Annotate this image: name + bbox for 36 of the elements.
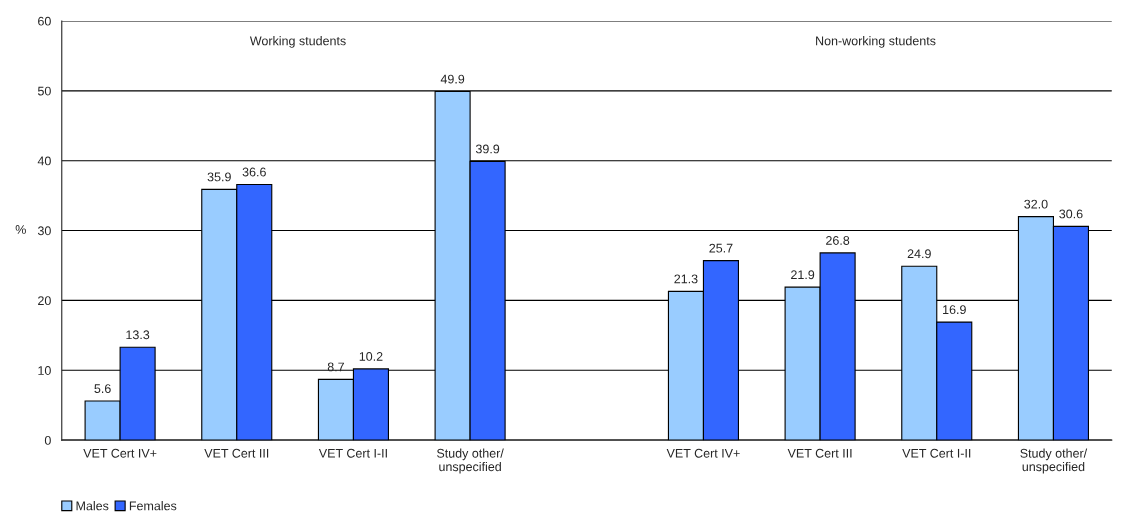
x-tick-label: VET Cert IV+ bbox=[83, 448, 157, 458]
y-tick-label: 30 bbox=[37, 226, 51, 236]
data-label: 16.9 bbox=[943, 305, 966, 315]
data-label: 32.0 bbox=[1024, 199, 1048, 209]
data-label: 24.9 bbox=[907, 249, 931, 259]
x-tick-label: VET Cert I-II bbox=[902, 448, 971, 458]
data-label: 30.6 bbox=[1059, 209, 1083, 219]
data-label: 5.6 bbox=[94, 384, 111, 394]
y-tick-label: 0 bbox=[44, 435, 51, 445]
x-tick-label: Study other/ unspecified bbox=[1020, 448, 1088, 474]
x-tick-label: VET Cert I-II bbox=[318, 448, 387, 458]
data-label: 25.7 bbox=[709, 243, 733, 253]
y-tick-label: 40 bbox=[37, 156, 51, 166]
x-tick-label: VET Cert IV+ bbox=[666, 448, 740, 458]
data-label: 35.9 bbox=[207, 172, 231, 182]
y-tick-label: 60 bbox=[38, 16, 51, 26]
data-label: 10.2 bbox=[359, 352, 383, 361]
annotation: Working students bbox=[249, 36, 346, 48]
data-label: 21.3 bbox=[674, 274, 698, 284]
data-label: 13.3 bbox=[126, 330, 150, 340]
x-tick-label: VET Cert III bbox=[204, 448, 269, 458]
legend-label: Males bbox=[76, 501, 109, 511]
y-axis-title: % bbox=[15, 225, 26, 234]
y-tick-label: 20 bbox=[38, 296, 51, 306]
y-tick-label: 50 bbox=[37, 86, 51, 96]
data-label: 49.9 bbox=[440, 74, 465, 84]
data-label: 39.9 bbox=[475, 144, 500, 154]
x-tick-label: VET Cert III bbox=[787, 448, 852, 458]
x-tick-label: Study other/ unspecified bbox=[436, 448, 504, 474]
annotation: Non-working students bbox=[816, 36, 936, 48]
y-tick-label: 10 bbox=[38, 366, 51, 375]
data-label: 26.8 bbox=[826, 236, 850, 245]
data-label: 36.6 bbox=[242, 167, 266, 177]
data-label: 8.7 bbox=[327, 362, 344, 372]
legend-label: Females bbox=[129, 501, 177, 511]
data-label: 21.9 bbox=[791, 270, 815, 280]
